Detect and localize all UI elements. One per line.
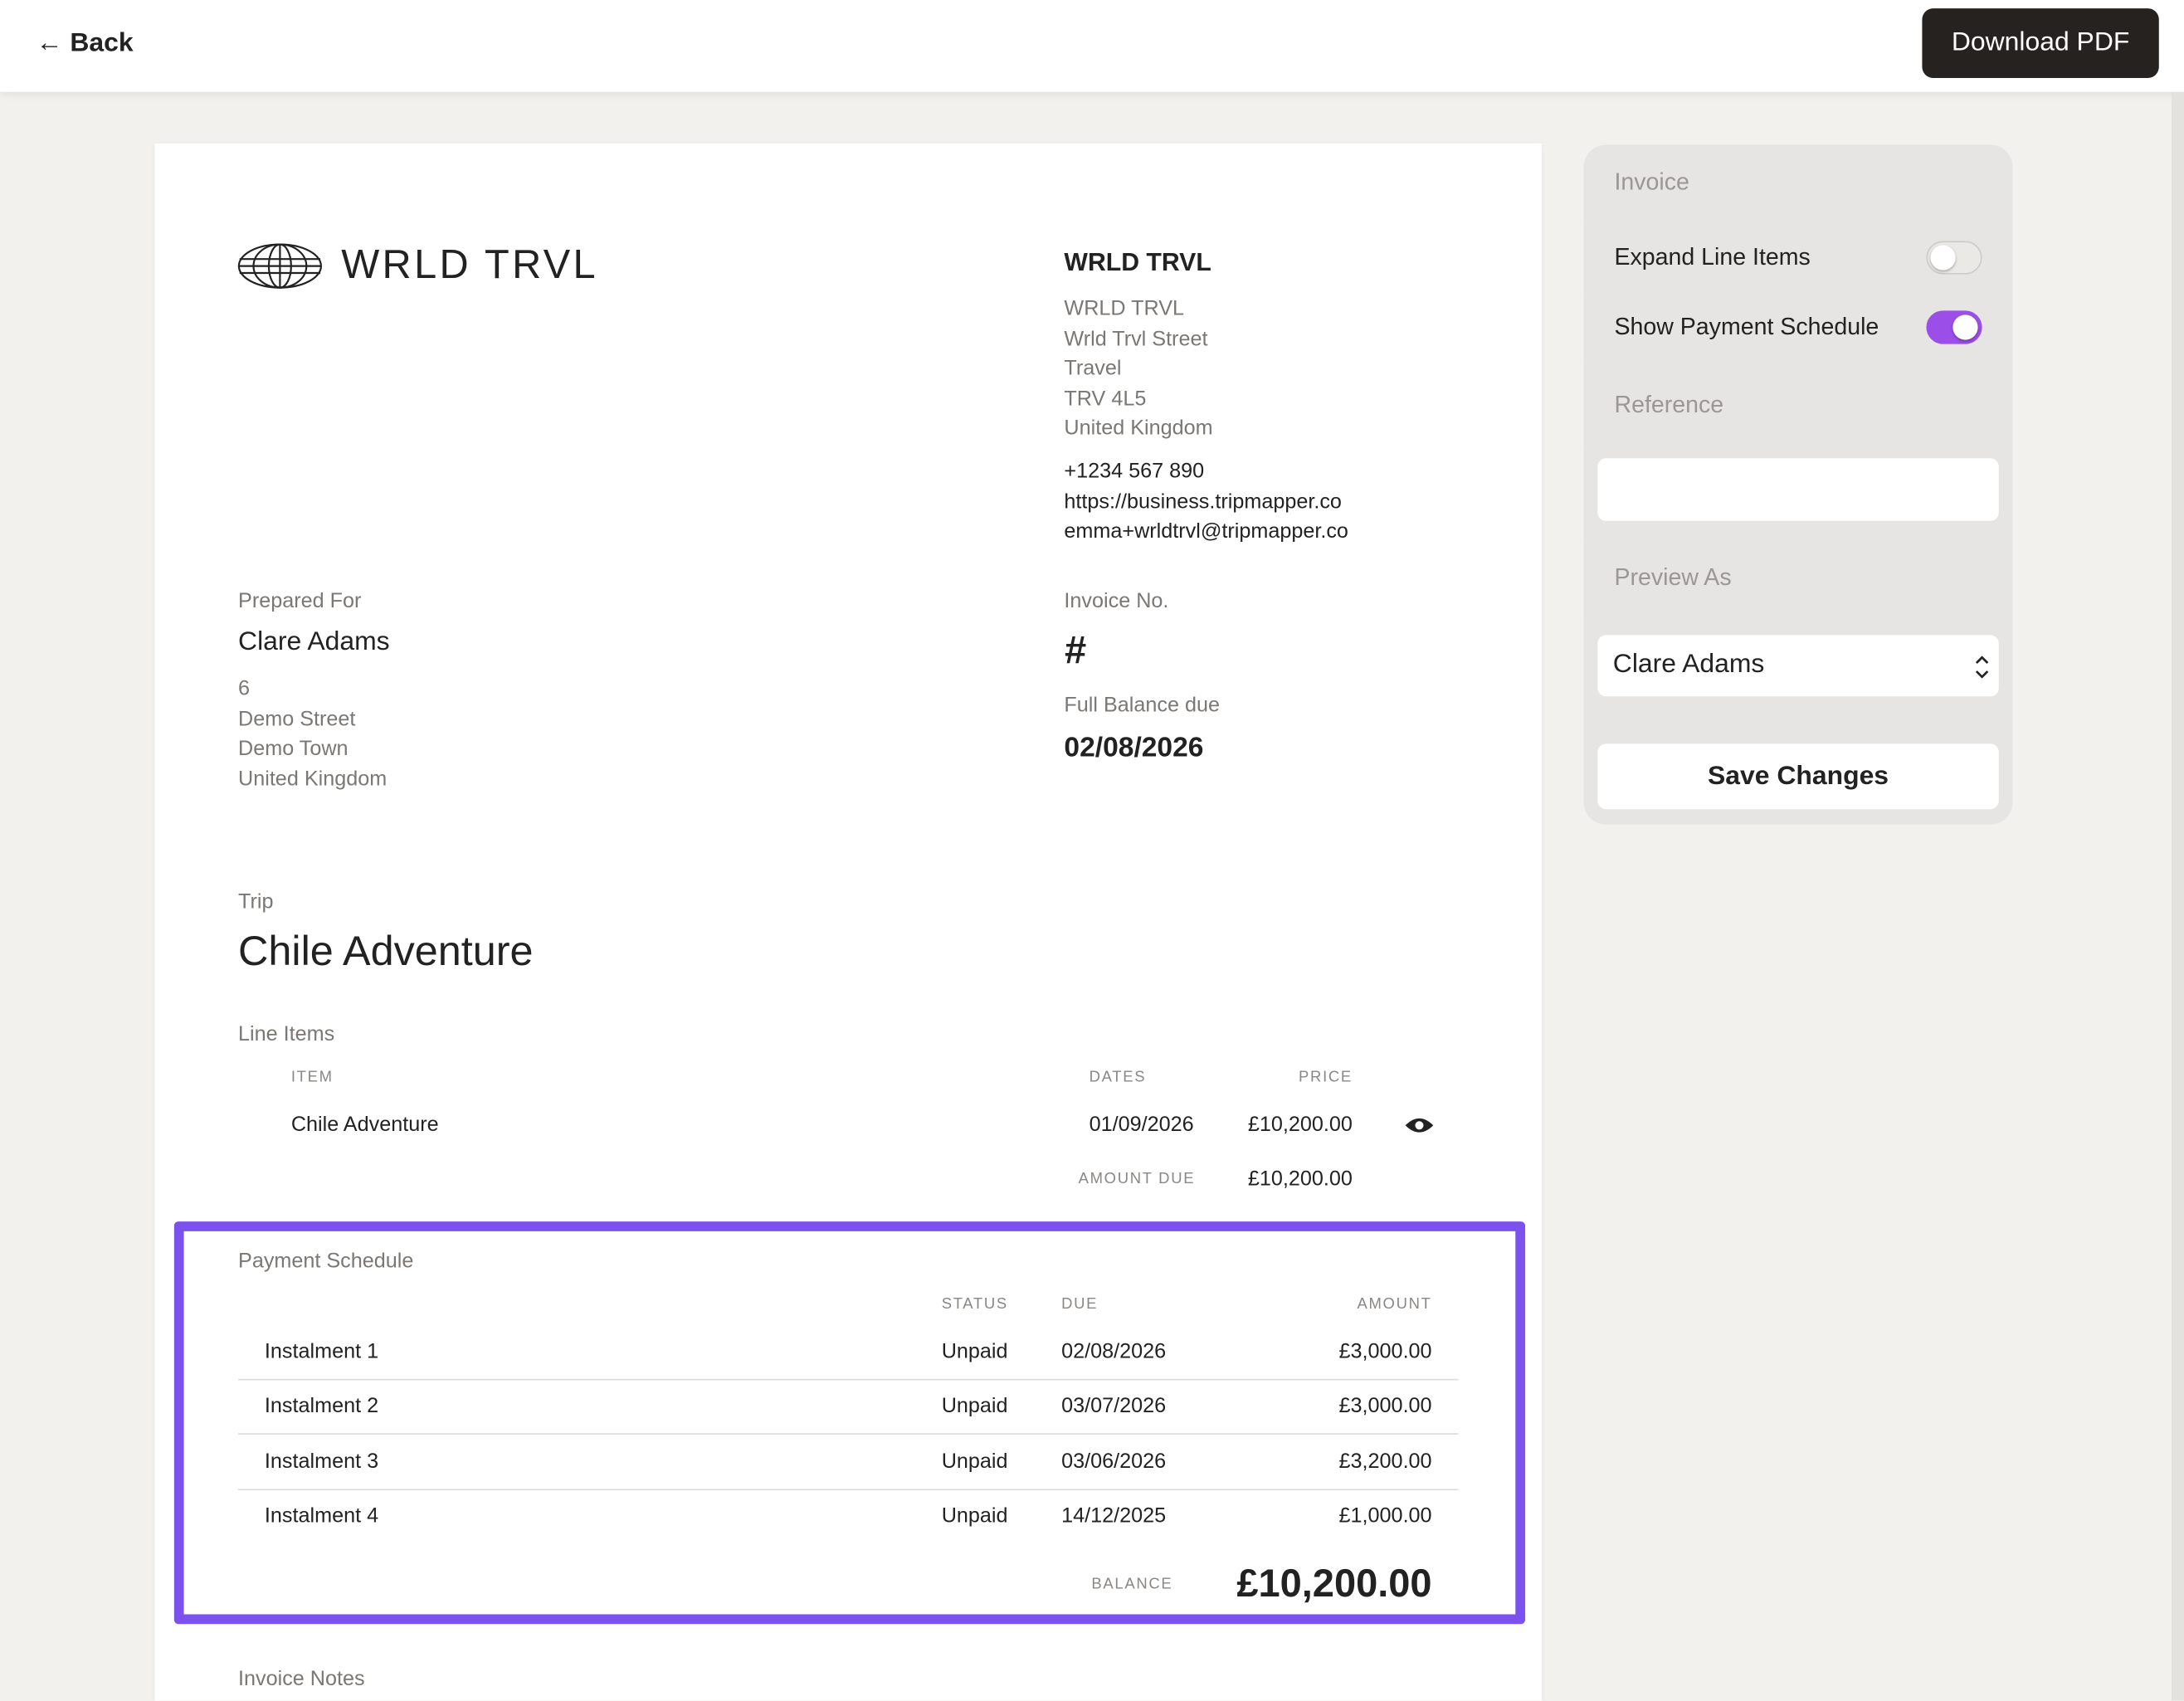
section-label: Preview As (1614, 563, 1732, 591)
sidebar: Invoice Expand Line Items Show Payment S… (1583, 144, 2013, 825)
invoice-no: # (1064, 628, 1086, 672)
invoice-notes-label: Invoice Notes (238, 1667, 365, 1691)
line-item-name: Chile Adventure (290, 1113, 439, 1137)
company-address: Wrld Trvl Street (1064, 326, 1208, 351)
column-header: PRICE (1299, 1069, 1353, 1086)
balance-due-label: Full Balance due (1064, 693, 1221, 718)
company-contact: emma+wrldtrvl@tripmapper.co (1064, 519, 1348, 543)
instalment-due: 03/06/2026 (1061, 1450, 1167, 1474)
instalment-name: Instalment 2 (264, 1394, 379, 1419)
section-label: Invoice (1614, 168, 1689, 195)
client-name: Clare Adams (238, 627, 390, 657)
column-header: DUE (1061, 1295, 1099, 1313)
back-label: Back (70, 28, 134, 58)
row-divider (238, 1489, 1459, 1490)
download-button[interactable]: Download PDF (1922, 8, 2159, 78)
setting-row: Expand Line Items (1583, 222, 2013, 291)
column-header: ITEM (290, 1069, 334, 1086)
company-address: United Kingdom (1064, 416, 1213, 441)
invoice-paper (154, 143, 1543, 1701)
sidebar-section: Preview As (1583, 540, 2013, 616)
column-header: AMOUNT (1357, 1295, 1432, 1313)
client-address: Demo Street (238, 706, 356, 731)
select-chevrons (1975, 656, 1989, 679)
brand: WRLD TRVL (341, 243, 598, 288)
preview-select[interactable]: Clare Adams (1597, 635, 1999, 697)
company-contact: https://business.tripmapper.co (1064, 490, 1342, 514)
highlight-box (173, 1221, 1526, 1625)
eye-icon[interactable] (1405, 1118, 1434, 1133)
instalment-amount: £3,000.00 (1338, 1339, 1432, 1364)
column-header: STATUS (941, 1295, 1008, 1313)
trip-label: Trip (238, 889, 274, 914)
line-items-label: Line Items (238, 1022, 335, 1046)
client-address: United Kingdom (238, 767, 388, 791)
column-header: DATES (1089, 1069, 1147, 1086)
balance-due-date: 02/08/2026 (1064, 732, 1204, 763)
amount-due-label: AMOUNT DUE (1078, 1170, 1196, 1187)
company-address: TRV 4L5 (1064, 386, 1147, 411)
reference-input[interactable] (1597, 458, 1999, 521)
instalment-name: Instalment 3 (264, 1450, 379, 1474)
line-item-price: £10,200.00 (1247, 1113, 1353, 1137)
instalment-due: 03/07/2026 (1061, 1394, 1167, 1419)
save-button[interactable]: Save Changes (1597, 743, 1999, 810)
instalment-amount: £3,200.00 (1338, 1450, 1432, 1474)
payment-schedule-label: Payment Schedule (238, 1249, 414, 1274)
company-contact: +1234 567 890 (1064, 459, 1205, 484)
schedule-toggle[interactable] (1926, 310, 1982, 344)
select-row: Clare Adams (1584, 618, 2013, 714)
toggle-knob (1930, 244, 1956, 270)
instalment-due: 14/12/2025 (1061, 1504, 1167, 1528)
client-address: Demo Town (238, 736, 349, 761)
company-address: WRLD TRVL (1064, 296, 1185, 321)
company-name: WRLD TRVL (1064, 248, 1211, 276)
instalment-name: Instalment 1 (264, 1339, 379, 1364)
prepared-for-label: Prepared For (238, 589, 362, 613)
row-divider (238, 1378, 1459, 1381)
section-label: Reference (1614, 390, 1724, 417)
setting-label: Expand Line Items (1614, 242, 1811, 270)
row-divider (238, 1433, 1459, 1435)
invoice-no-label: Invoice No. (1064, 589, 1169, 613)
sidebar-section: Reference (1583, 363, 2013, 446)
client-address: 6 (238, 676, 251, 701)
select-value: Clare Adams (1612, 650, 1765, 680)
sidebar-section: Invoice (1583, 144, 2013, 221)
trip-name: Chile Adventure (238, 928, 534, 975)
setting-row: Show Payment Schedule (1583, 294, 2013, 361)
instalment-status: Unpaid (941, 1504, 1008, 1528)
company-address: Travel (1064, 356, 1122, 381)
instalment-name: Instalment 4 (264, 1504, 379, 1528)
logo-globe (237, 243, 323, 289)
instalment-status: Unpaid (941, 1339, 1008, 1364)
input-row (1583, 448, 2013, 538)
scrollbar (2171, 91, 2184, 1701)
line-item-date: 01/09/2026 (1089, 1113, 1194, 1137)
balance-label: BALANCE (1091, 1576, 1173, 1593)
setting-label: Show Payment Schedule (1614, 313, 1879, 340)
amount-due: £10,200.00 (1247, 1167, 1353, 1192)
back-button[interactable]: ← Back (36, 28, 134, 58)
instalment-status: Unpaid (941, 1450, 1008, 1474)
instalment-due: 02/08/2026 (1061, 1339, 1167, 1364)
top-bar: ← Back Download PDF (0, 0, 2184, 92)
instalment-status: Unpaid (941, 1394, 1008, 1419)
instalment-amount: £3,000.00 (1338, 1394, 1432, 1419)
instalment-amount: £1,000.00 (1338, 1504, 1432, 1528)
balance-total: £10,200.00 (1236, 1562, 1432, 1606)
toggle-knob (1952, 314, 1978, 340)
expand-toggle[interactable] (1926, 240, 1982, 274)
